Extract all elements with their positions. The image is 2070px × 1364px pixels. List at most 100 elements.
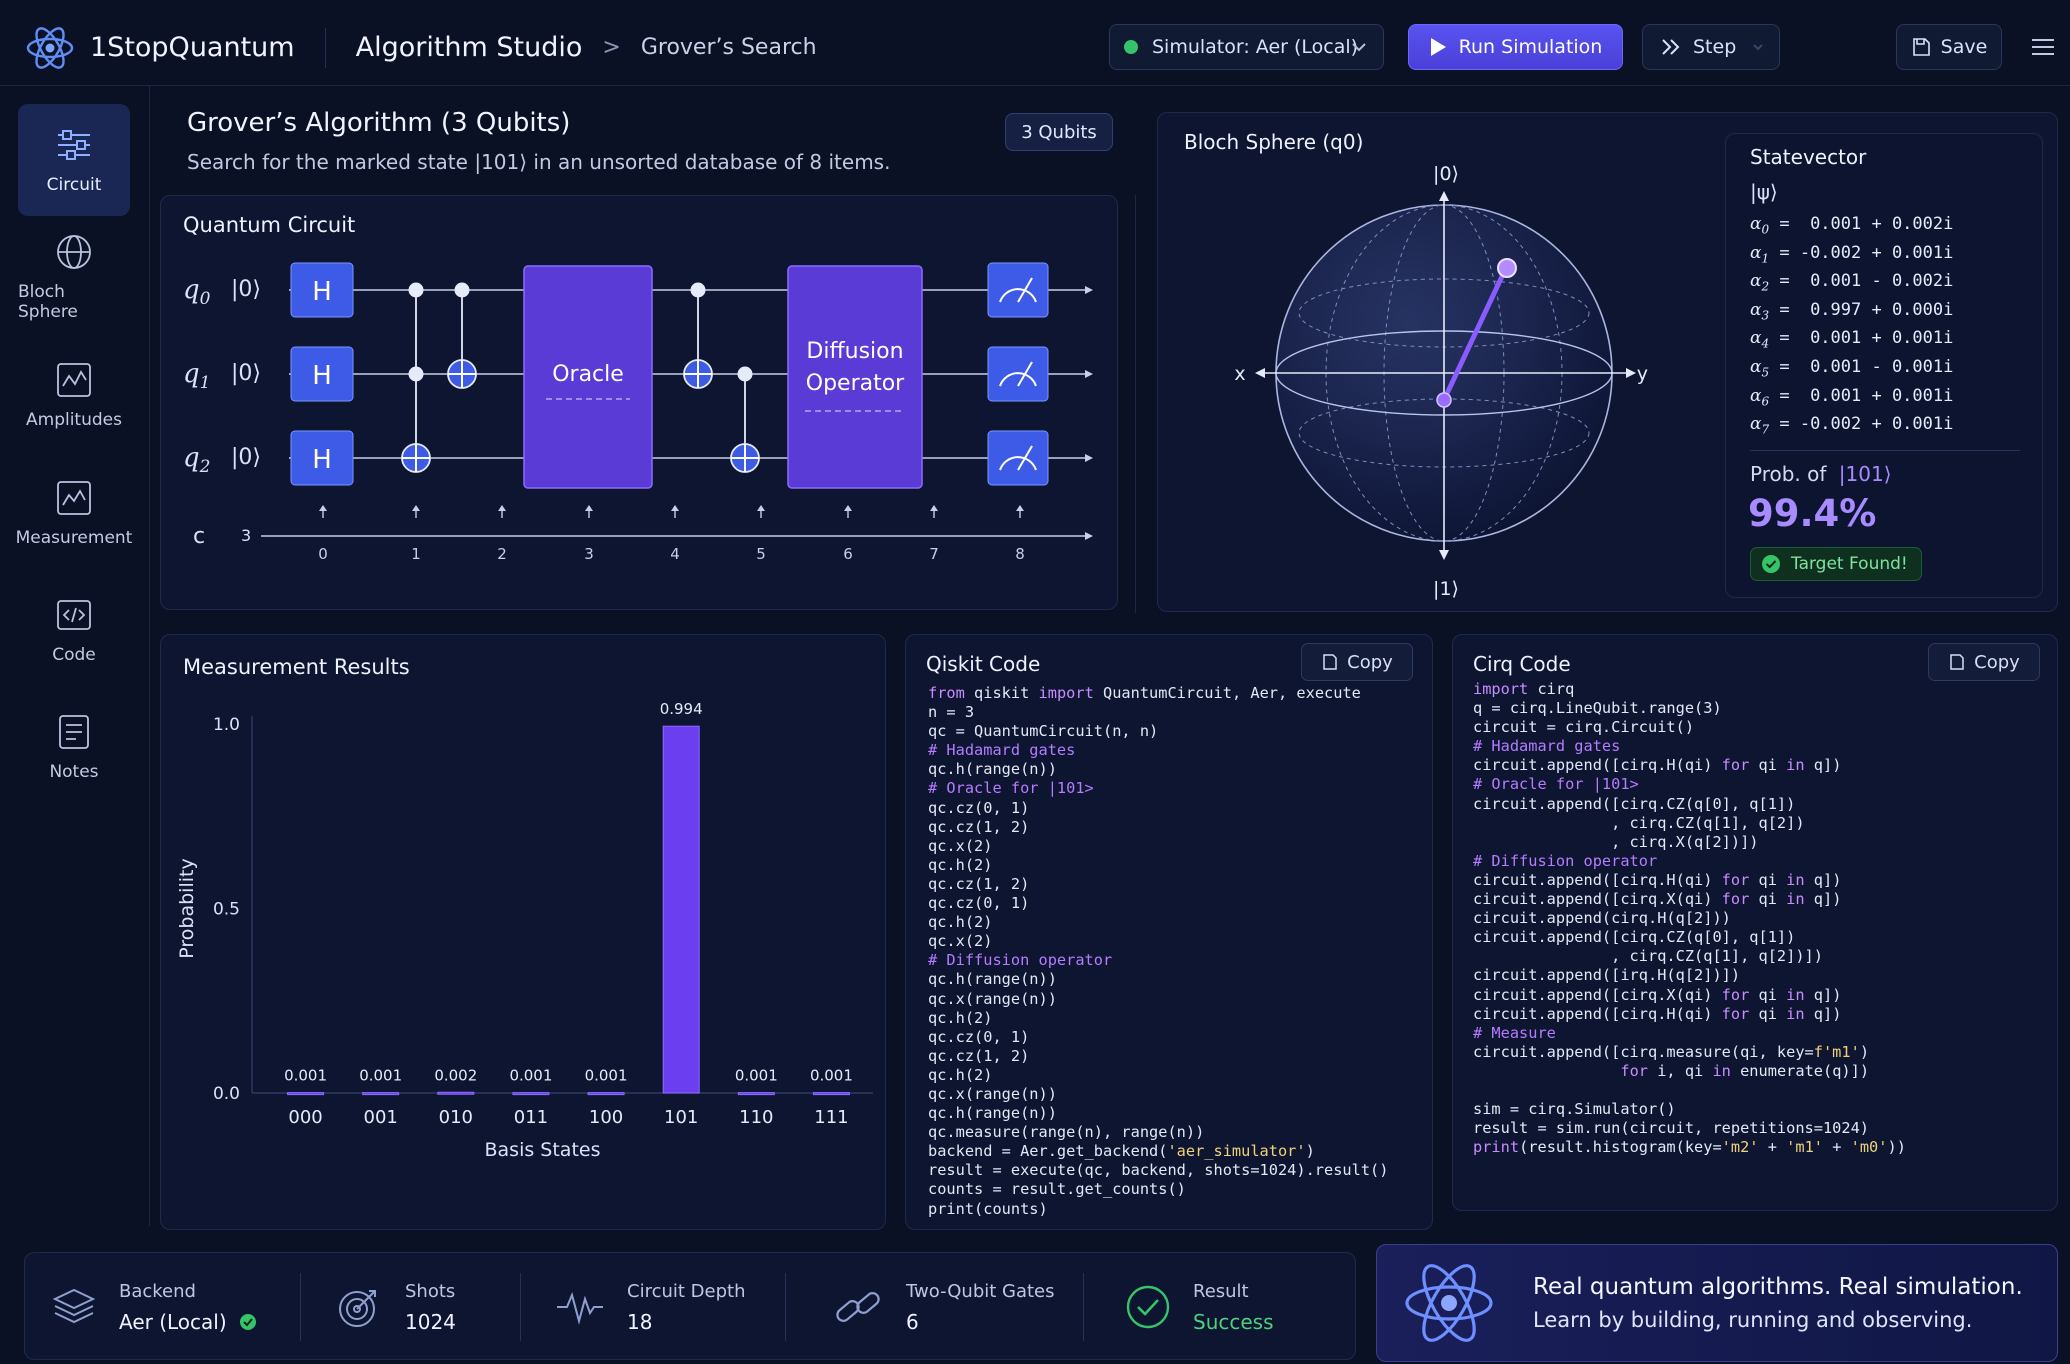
section-title[interactable]: Algorithm Studio [355,32,583,63]
amplitude-value: = 0.001 - 0.002i [1769,271,1954,292]
sidebar-item-code[interactable]: Code [18,574,130,686]
bar[interactable] [362,1092,400,1096]
state-vector [1441,267,1508,403]
code-line: n = 3 [928,703,975,722]
top-bar: 1StopQuantum Algorithm Studio > Grover’s… [0,10,2070,86]
statevector-row: α3 = 0.997 + 0.000i [1750,300,1953,322]
hadamard-gate[interactable] [290,430,354,486]
bar-value-label: 0.001 [810,1067,853,1085]
two-qubit-gates-label: Two-Qubit Gates [906,1280,1055,1302]
code-line: result = sim.run(circuit, repetitions=10… [1473,1119,1870,1138]
sidebar-item-measurement[interactable]: Measurement [16,457,132,569]
step-label: 7 [929,545,939,563]
simulator-select[interactable]: Simulator: Aer (Local) [1109,24,1384,70]
breadcrumb[interactable]: Grover’s Search [640,35,817,60]
measure-gate[interactable] [987,262,1049,318]
bloch-sphere-panel: Bloch Sphere (q0) [1157,112,2058,612]
x-tick-label: 101 [664,1107,698,1128]
code-line: circuit.append([cirq.X(qi) for qi in q]) [1473,890,1842,909]
divider [1750,450,2020,451]
sidebar-item-notes[interactable]: Notes [18,691,130,803]
statevector-title: Statevector [1750,145,1867,169]
x-tick-label: 000 [288,1107,322,1128]
cnot-target-icon [683,359,713,389]
code-line: # Hadamard gates [928,741,1076,760]
step-button[interactable]: Step [1642,24,1780,70]
bar[interactable] [812,1092,850,1096]
qubit-init-q2: |0⟩ [231,445,261,470]
sidebar-item-amplitudes[interactable]: Amplitudes [18,339,130,451]
bar-value-label: 0.002 [434,1066,477,1084]
vector-origin [1436,392,1452,408]
copy-qiskit-button[interactable]: Copy [1301,643,1413,681]
hadamard-gate[interactable] [290,346,354,402]
code-line: qc.h(range(n)) [928,970,1057,989]
amplitude-symbol: α0 [1750,214,1770,237]
bar[interactable] [437,1091,475,1095]
cirq-code-block[interactable]: import cirq q = cirq.LineQubit.range(3) ci… [1473,680,1906,1157]
bar[interactable] [512,1092,550,1096]
step-label: 1 [411,545,421,563]
result-label: Result [1193,1280,1249,1302]
code-line: circuit.append([cirq.CZ(q[0], q[1]) [1473,928,1796,947]
code-line: qc.h(2) [928,855,993,874]
x-tick-label: 011 [514,1107,548,1128]
measure-gate[interactable] [987,430,1049,486]
code-line: qc = QuantumCircuit(n, n) [928,722,1159,741]
hamburger-menu-icon[interactable] [2028,32,2058,62]
code-line: qc.h(2) [928,1008,993,1027]
panel-title: Cirq Code [1473,652,1571,676]
step-arrow [671,505,679,511]
code-line: from qiskit import QuantumCircuit, Aer, … [928,684,1361,702]
cnot-target-icon [401,443,431,473]
statevector-row: α2 = 0.001 - 0.002i [1750,271,1953,293]
x-tick-label: 111 [814,1107,848,1128]
gate-label: H [312,445,332,475]
bar[interactable] [662,725,700,1094]
code-line: circuit.append([cirq.X(qi) for qi in q]) [1473,985,1842,1004]
sidebar-item-circuit[interactable]: Circuit [18,104,130,216]
cnot-target-icon [447,359,477,389]
globe-icon [57,235,91,269]
hadamard-gate[interactable] [290,262,354,318]
code-line: # Hadamard gates [1473,737,1621,756]
divider [520,1273,521,1341]
page-title: Grover’s Algorithm (3 Qubits) [187,108,571,138]
measurement-bar-chart: 0.0 0.5 1.0 Probability 0.001 000 0.001 001 0.00… [176,700,873,1161]
amplitude-value: = 0.001 + 0.001i [1769,385,1954,406]
bloch-x-label: x [1234,363,1245,385]
amplitude-symbol: α6 [1750,385,1770,408]
copy-icon [1950,654,1964,670]
sidebar-item-bloch-sphere[interactable]: Bloch Sphere [18,221,130,333]
step-label: Step [1693,36,1737,58]
qubits-badge: 3 Qubits [1005,113,1113,151]
measurement-chart-icon [57,481,91,515]
code-line: , cirq.CZ(q[1], q[2])]) [1473,947,1823,966]
circuit-icon [58,130,90,160]
copy-cirq-button[interactable]: Copy [1928,643,2040,681]
bar[interactable] [287,1092,325,1096]
amplitude-symbol: α4 [1750,328,1770,351]
x-tick-label: 110 [739,1107,773,1128]
save-button[interactable]: Save [1896,24,2002,70]
run-simulation-button[interactable]: Run Simulation [1408,24,1623,70]
diffusion-operator-gate[interactable]: Diffusion Operator [787,265,923,489]
bar[interactable] [737,1092,775,1096]
measure-gate[interactable] [987,346,1049,402]
link-icon [836,1292,880,1322]
two-qubit-gates-value: 6 [906,1309,919,1334]
brand[interactable]: 1StopQuantum [24,22,295,74]
classical-register-label: c [193,524,205,549]
page-subtitle: Search for the marked state |101⟩ in an … [187,150,891,174]
code-line: circuit.append([cirq.measure(qi, key=f'm… [1473,1042,1870,1061]
step-label: 5 [756,545,766,563]
code-line: counts = result.get_counts() [928,1180,1186,1199]
bar-value-label: 0.001 [585,1067,628,1085]
oracle-gate[interactable]: Oracle [523,265,653,489]
shots-value: 1024 [405,1309,456,1334]
qiskit-code-block[interactable]: from qiskit import QuantumCircuit, Aer, … [928,684,1388,1219]
step-arrow [319,505,327,511]
step-label: 4 [670,545,680,563]
fast-forward-icon [1662,39,1680,55]
bar[interactable] [587,1092,625,1096]
